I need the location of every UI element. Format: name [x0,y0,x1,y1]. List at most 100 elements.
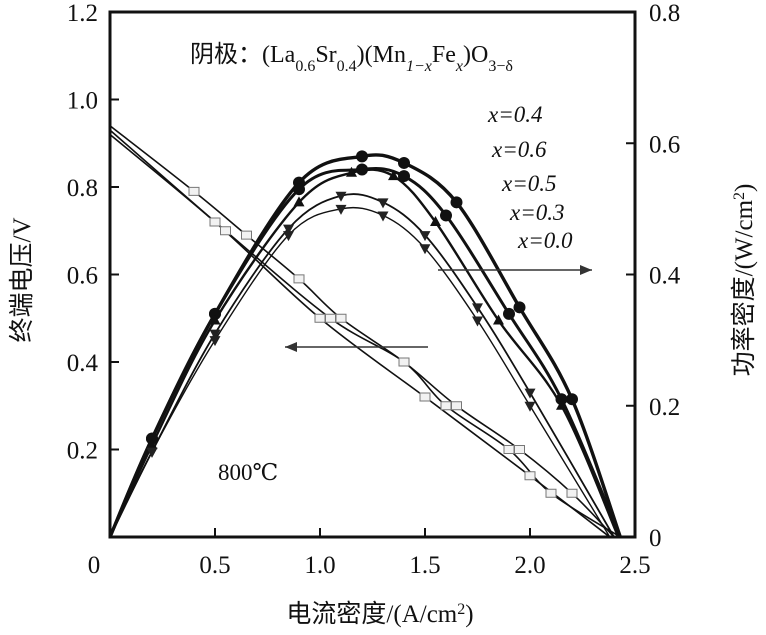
chart-title-part: 0.4 [337,58,357,75]
power-point [283,231,294,242]
power-point [335,204,347,215]
y-left-tick-label: 0.2 [67,438,98,465]
axis-title-part: ) [731,184,758,192]
voltage-point [524,471,536,481]
power-point [556,399,567,410]
y-right-axis-ticks: 0 0.2 0.4 0.6 0.8 [626,0,681,552]
y-left-tick-label: 1.2 [67,0,98,27]
power-point [503,307,515,320]
power-line-x06 [108,167,622,538]
chart-title-part: 1−x [406,58,432,75]
arrow-left-voltage-axis [285,342,428,352]
voltage-point [293,274,305,284]
power-point [398,156,410,169]
legend-label-x04: x=0.4 [487,102,542,127]
legend-label-x03: x=0.3 [509,200,564,225]
x-axis-title: 电流密度/(A/cm2) [286,600,473,628]
power-point [293,196,305,207]
legend-label-x05: x=0.5 [501,171,556,196]
power-line-x05 [108,168,620,538]
power-point [566,393,578,406]
voltage-point [325,313,336,323]
voltage-point [188,186,200,196]
temperature-annotation: 800℃ [218,460,278,485]
voltage-point [241,230,252,240]
power-point [356,150,368,163]
axis-title-part: 功率密度/(W/cm [730,199,758,376]
voltage-point [440,401,452,411]
chart-title: 阴极：(La0.6Sr0.4)(Mn1−xFex)O3−δ [190,41,513,75]
power-point [283,224,294,235]
axis-title-sup: 2 [731,192,748,200]
chart-title-part: 0.6 [295,58,315,75]
chart-title-part: Fe [432,42,456,68]
power-point [472,303,483,314]
chart-title-part: )O [463,42,488,68]
power-point [377,211,389,222]
x-tick-label: 2.5 [619,552,650,579]
plot-frame [108,10,637,539]
y-right-tick-label: 0.8 [649,0,680,27]
legend-label-x00: x=0.0 [517,228,573,253]
y-right-tick-label: 0.6 [649,131,680,158]
power-point [293,183,305,196]
chart-title-part: x [455,58,463,75]
power-point [346,166,357,177]
power-point [209,329,221,340]
x-tick-label: 2.0 [514,552,545,579]
voltage-line-x04 [109,125,615,538]
power-point [209,336,221,347]
voltage-point [503,445,515,454]
chart-title-part: 3−δ [488,58,513,75]
power-point [513,301,526,314]
chart-title-part: )(Mn [357,42,406,68]
voltage-point [545,488,557,498]
power-point [493,314,504,325]
power-curves [108,153,622,538]
y-right-tick-label: 0 [649,525,662,552]
power-point [524,388,536,399]
power-point [146,439,158,450]
power-point [419,244,431,255]
axis-title-part: ) [465,601,473,628]
y-left-tick-label: 0.6 [67,263,98,290]
voltage-point [566,488,578,498]
y-left-tick-label: 1.0 [67,88,98,115]
voltage-point [335,313,347,323]
voltage-point [514,445,525,454]
y-right-tick-label: 0.4 [649,263,681,290]
power-point [335,191,347,202]
power-line-x03 [109,193,615,538]
chart-title-part: 阴极：(La [190,41,296,68]
power-point [450,196,463,209]
voltage-point [314,313,326,323]
power-line-x00 [109,206,611,538]
x-axis-ticks: 0 0.5 1.0 1.5 2.0 2.5 [88,528,651,579]
data-markers [146,150,578,498]
y-right-tick-label: 0.2 [649,394,680,421]
power-point [398,170,410,183]
voltage-point [209,217,221,227]
power-point [555,393,568,406]
y-left-axis-title: 终端电压/V [8,217,36,342]
y-left-tick-label: 0.8 [67,175,98,202]
y-left-axis-ticks: 0.2 0.4 0.6 0.8 1.0 1.2 [67,0,119,465]
x-tick-label: 1.5 [409,552,440,579]
arrow-right-power-axis [438,265,592,275]
power-point [419,231,431,242]
power-point [388,170,399,181]
power-point [440,209,452,222]
voltage-point [451,401,462,411]
power-point [209,307,221,320]
x-tick-label: 1.0 [304,552,335,579]
power-point [209,314,221,325]
voltage-point [398,357,410,367]
voltage-point [419,392,431,402]
power-point [430,216,441,226]
power-point [146,447,158,458]
y-right-axis-title: 功率密度/(W/cm2) [730,184,758,377]
power-point [472,316,483,327]
legend-label-x06: x=0.6 [491,137,547,162]
y-left-tick-label: 0.4 [67,350,99,377]
